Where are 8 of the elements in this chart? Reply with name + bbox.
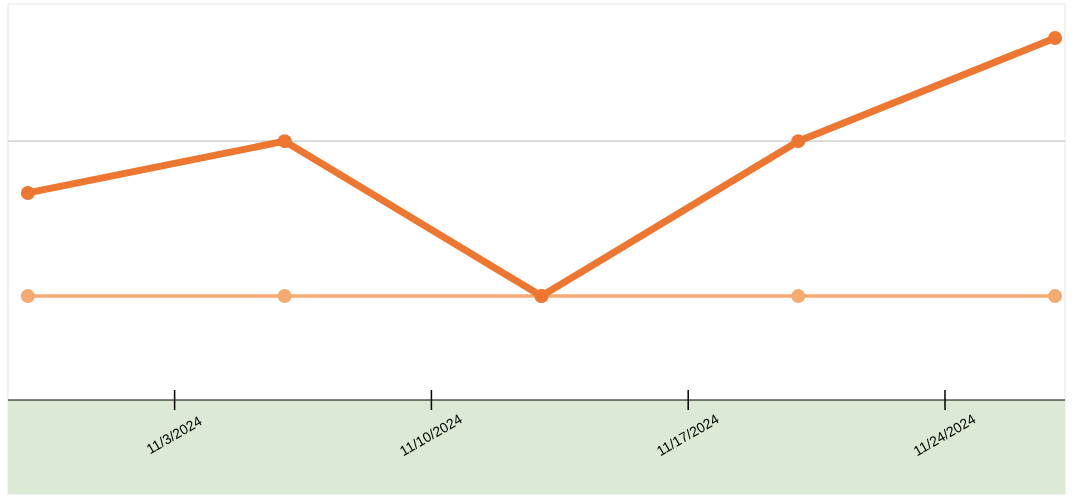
point <box>277 289 292 304</box>
point <box>1048 31 1063 45</box>
point <box>791 289 806 304</box>
point <box>20 289 35 304</box>
point <box>791 134 806 149</box>
point <box>20 185 35 200</box>
point <box>1048 289 1063 304</box>
point <box>277 134 292 149</box>
